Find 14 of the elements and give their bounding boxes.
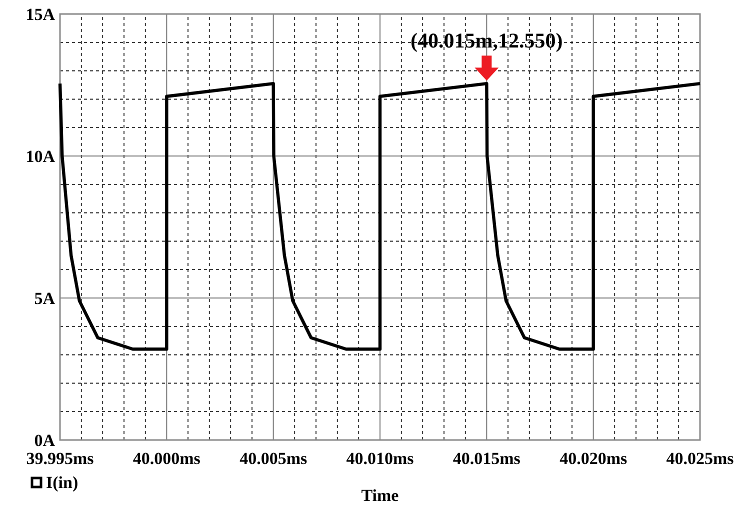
x-tick-label: 40.025ms: [666, 449, 734, 468]
y-tick-label: 15A: [26, 5, 56, 24]
y-tick-label: 0A: [34, 431, 56, 450]
x-tick-label: 40.020ms: [560, 449, 628, 468]
y-tick-label: 10A: [26, 147, 56, 166]
x-tick-label: 39.995ms: [26, 449, 94, 468]
legend-label: I(in): [46, 473, 78, 492]
y-tick-label: 5A: [34, 289, 56, 308]
x-axis-title: Time: [361, 486, 400, 505]
x-tick-label: 40.010ms: [346, 449, 414, 468]
x-tick-label: 40.000ms: [132, 449, 201, 468]
annotation: (40.015m,12.550): [410, 28, 563, 53]
x-tick-label: 40.015ms: [452, 449, 521, 468]
x-tick-label: 40.005ms: [240, 449, 308, 468]
